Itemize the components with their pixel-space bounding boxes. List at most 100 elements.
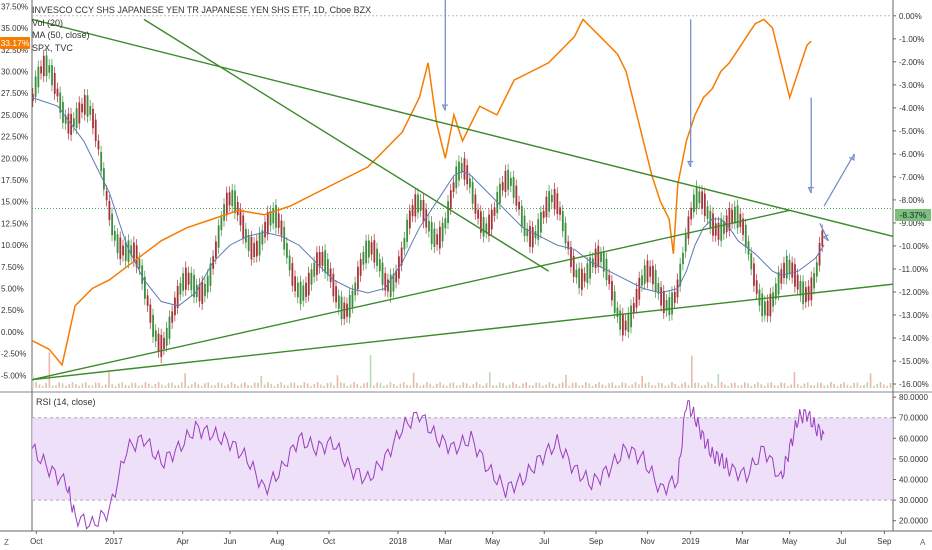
candle-body bbox=[45, 55, 48, 77]
volume-bar bbox=[883, 384, 885, 388]
timezone-button[interactable]: Z bbox=[4, 538, 9, 547]
volume-bar bbox=[41, 385, 44, 388]
candle-body bbox=[266, 211, 269, 235]
candle-body bbox=[184, 267, 187, 290]
left-axis-tick: 17.50% bbox=[1, 176, 28, 185]
left-axis-tick: 10.00% bbox=[1, 241, 28, 250]
volume-bar bbox=[472, 384, 475, 388]
volume-bar bbox=[495, 385, 498, 388]
volume-bar bbox=[757, 382, 759, 388]
volume-bar bbox=[111, 383, 114, 388]
right-axis-tick: -12.00% bbox=[899, 288, 929, 297]
right-axis-tick: -3.00% bbox=[899, 81, 924, 90]
candle-body bbox=[168, 316, 171, 339]
candle-body bbox=[523, 215, 526, 236]
time-axis-tick: Aug bbox=[270, 537, 284, 546]
candle-body bbox=[613, 291, 616, 313]
rsi-axis-tick: 40.0000 bbox=[899, 476, 928, 485]
candle-body bbox=[94, 119, 97, 142]
time-axis-tick: Sep bbox=[877, 537, 892, 546]
candle-body bbox=[299, 281, 302, 305]
volume-bar bbox=[810, 384, 812, 388]
volume-bar bbox=[91, 385, 94, 388]
volume-bar bbox=[151, 385, 153, 388]
candle-body bbox=[179, 282, 182, 295]
volume-bar bbox=[422, 384, 425, 388]
candle-body bbox=[255, 240, 258, 257]
volume-bar bbox=[197, 384, 200, 388]
volume-bar bbox=[250, 385, 253, 388]
volume-bar bbox=[856, 382, 859, 388]
candle-body bbox=[425, 209, 428, 228]
candle-body bbox=[78, 102, 81, 124]
volume-bar bbox=[452, 382, 455, 388]
candle-body bbox=[324, 250, 327, 273]
candle-body bbox=[693, 194, 695, 213]
candle-body bbox=[313, 262, 316, 277]
volume-bar bbox=[181, 382, 183, 388]
candle-body bbox=[302, 285, 305, 301]
volume-bar bbox=[316, 382, 319, 388]
candle-body bbox=[515, 185, 518, 206]
rsi-axis-tick: 30.0000 bbox=[899, 496, 928, 505]
candle-body bbox=[567, 241, 570, 250]
candle-body bbox=[81, 103, 83, 113]
candle-body bbox=[679, 263, 682, 286]
volume-bar bbox=[51, 385, 54, 388]
volume-bar bbox=[445, 385, 448, 388]
candle-body bbox=[488, 214, 490, 236]
volume-bar bbox=[498, 382, 501, 388]
candle-body bbox=[209, 263, 212, 286]
volume-bar bbox=[512, 382, 514, 388]
trendline bbox=[31, 283, 894, 381]
candle-body bbox=[182, 273, 185, 291]
candle-body bbox=[171, 311, 174, 323]
candle-body bbox=[239, 209, 242, 226]
volume-bar bbox=[35, 382, 37, 388]
candle-body bbox=[698, 191, 701, 204]
volume-bar bbox=[833, 383, 835, 388]
candle-body bbox=[504, 170, 507, 192]
candle-body bbox=[187, 272, 190, 285]
candle-body bbox=[119, 237, 122, 260]
volume-bar bbox=[230, 382, 233, 388]
volume-bar bbox=[220, 383, 223, 388]
volume-bar bbox=[538, 382, 541, 388]
candle-body bbox=[469, 178, 471, 188]
candle-body bbox=[280, 220, 283, 236]
right-axis-tick: -2.00% bbox=[899, 58, 924, 67]
right-axis-tick: -9.00% bbox=[899, 219, 924, 228]
candle-body bbox=[444, 218, 447, 229]
volume-bar bbox=[710, 383, 713, 388]
volume-bar bbox=[826, 384, 829, 388]
volume-bar bbox=[518, 385, 521, 388]
candle-body bbox=[288, 255, 291, 271]
volume-bar bbox=[330, 382, 332, 388]
candle-body bbox=[130, 245, 133, 256]
candle-body bbox=[542, 210, 545, 218]
volume-bar bbox=[634, 382, 637, 388]
volume-bar bbox=[359, 385, 362, 388]
volume-bar bbox=[283, 384, 286, 388]
volume-bar bbox=[594, 384, 597, 388]
candle-body bbox=[761, 293, 764, 317]
auto-scale-button[interactable]: A bbox=[920, 538, 926, 547]
volume-bar bbox=[585, 382, 587, 388]
volume-bar bbox=[690, 355, 693, 388]
candle-body bbox=[108, 201, 111, 221]
volume-bar bbox=[813, 385, 816, 388]
time-axis-tick: 2019 bbox=[682, 537, 700, 546]
candle-body bbox=[654, 269, 657, 292]
candle-body bbox=[283, 226, 286, 250]
volume-bar bbox=[555, 385, 557, 388]
volume-bar bbox=[462, 382, 465, 388]
candle-body bbox=[165, 327, 168, 346]
volume-bar bbox=[780, 382, 783, 388]
volume-bar bbox=[777, 385, 779, 388]
candle-body bbox=[531, 227, 534, 248]
candle-body bbox=[652, 265, 654, 285]
volume-bar bbox=[657, 382, 660, 388]
volume-bar bbox=[147, 383, 150, 388]
candle-body bbox=[403, 238, 406, 250]
volume-bar bbox=[581, 385, 584, 388]
